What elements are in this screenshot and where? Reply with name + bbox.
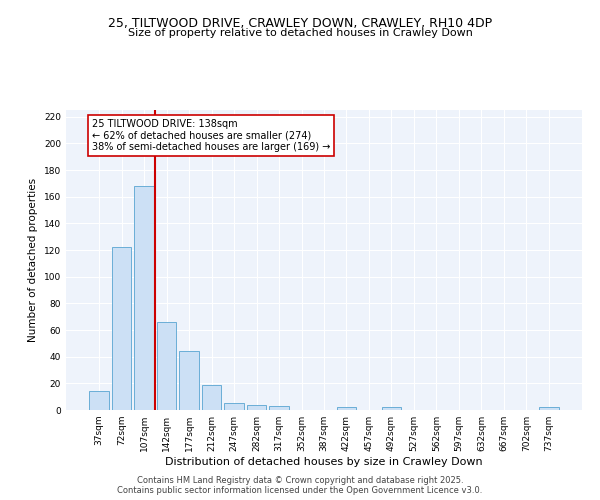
Bar bbox=[202, 384, 221, 410]
Bar bbox=[157, 322, 176, 410]
Bar bbox=[382, 408, 401, 410]
Bar bbox=[134, 186, 154, 410]
X-axis label: Distribution of detached houses by size in Crawley Down: Distribution of detached houses by size … bbox=[165, 457, 483, 467]
Bar bbox=[179, 352, 199, 410]
Bar bbox=[269, 406, 289, 410]
Bar bbox=[337, 408, 356, 410]
Bar bbox=[112, 248, 131, 410]
Bar bbox=[247, 404, 266, 410]
Text: Size of property relative to detached houses in Crawley Down: Size of property relative to detached ho… bbox=[128, 28, 472, 38]
Bar bbox=[539, 408, 559, 410]
Bar bbox=[89, 392, 109, 410]
Text: 25, TILTWOOD DRIVE, CRAWLEY DOWN, CRAWLEY, RH10 4DP: 25, TILTWOOD DRIVE, CRAWLEY DOWN, CRAWLE… bbox=[108, 18, 492, 30]
Text: Contains HM Land Registry data © Crown copyright and database right 2025.
Contai: Contains HM Land Registry data © Crown c… bbox=[118, 476, 482, 495]
Text: 25 TILTWOOD DRIVE: 138sqm
← 62% of detached houses are smaller (274)
38% of semi: 25 TILTWOOD DRIVE: 138sqm ← 62% of detac… bbox=[92, 119, 330, 152]
Bar bbox=[224, 404, 244, 410]
Y-axis label: Number of detached properties: Number of detached properties bbox=[28, 178, 38, 342]
